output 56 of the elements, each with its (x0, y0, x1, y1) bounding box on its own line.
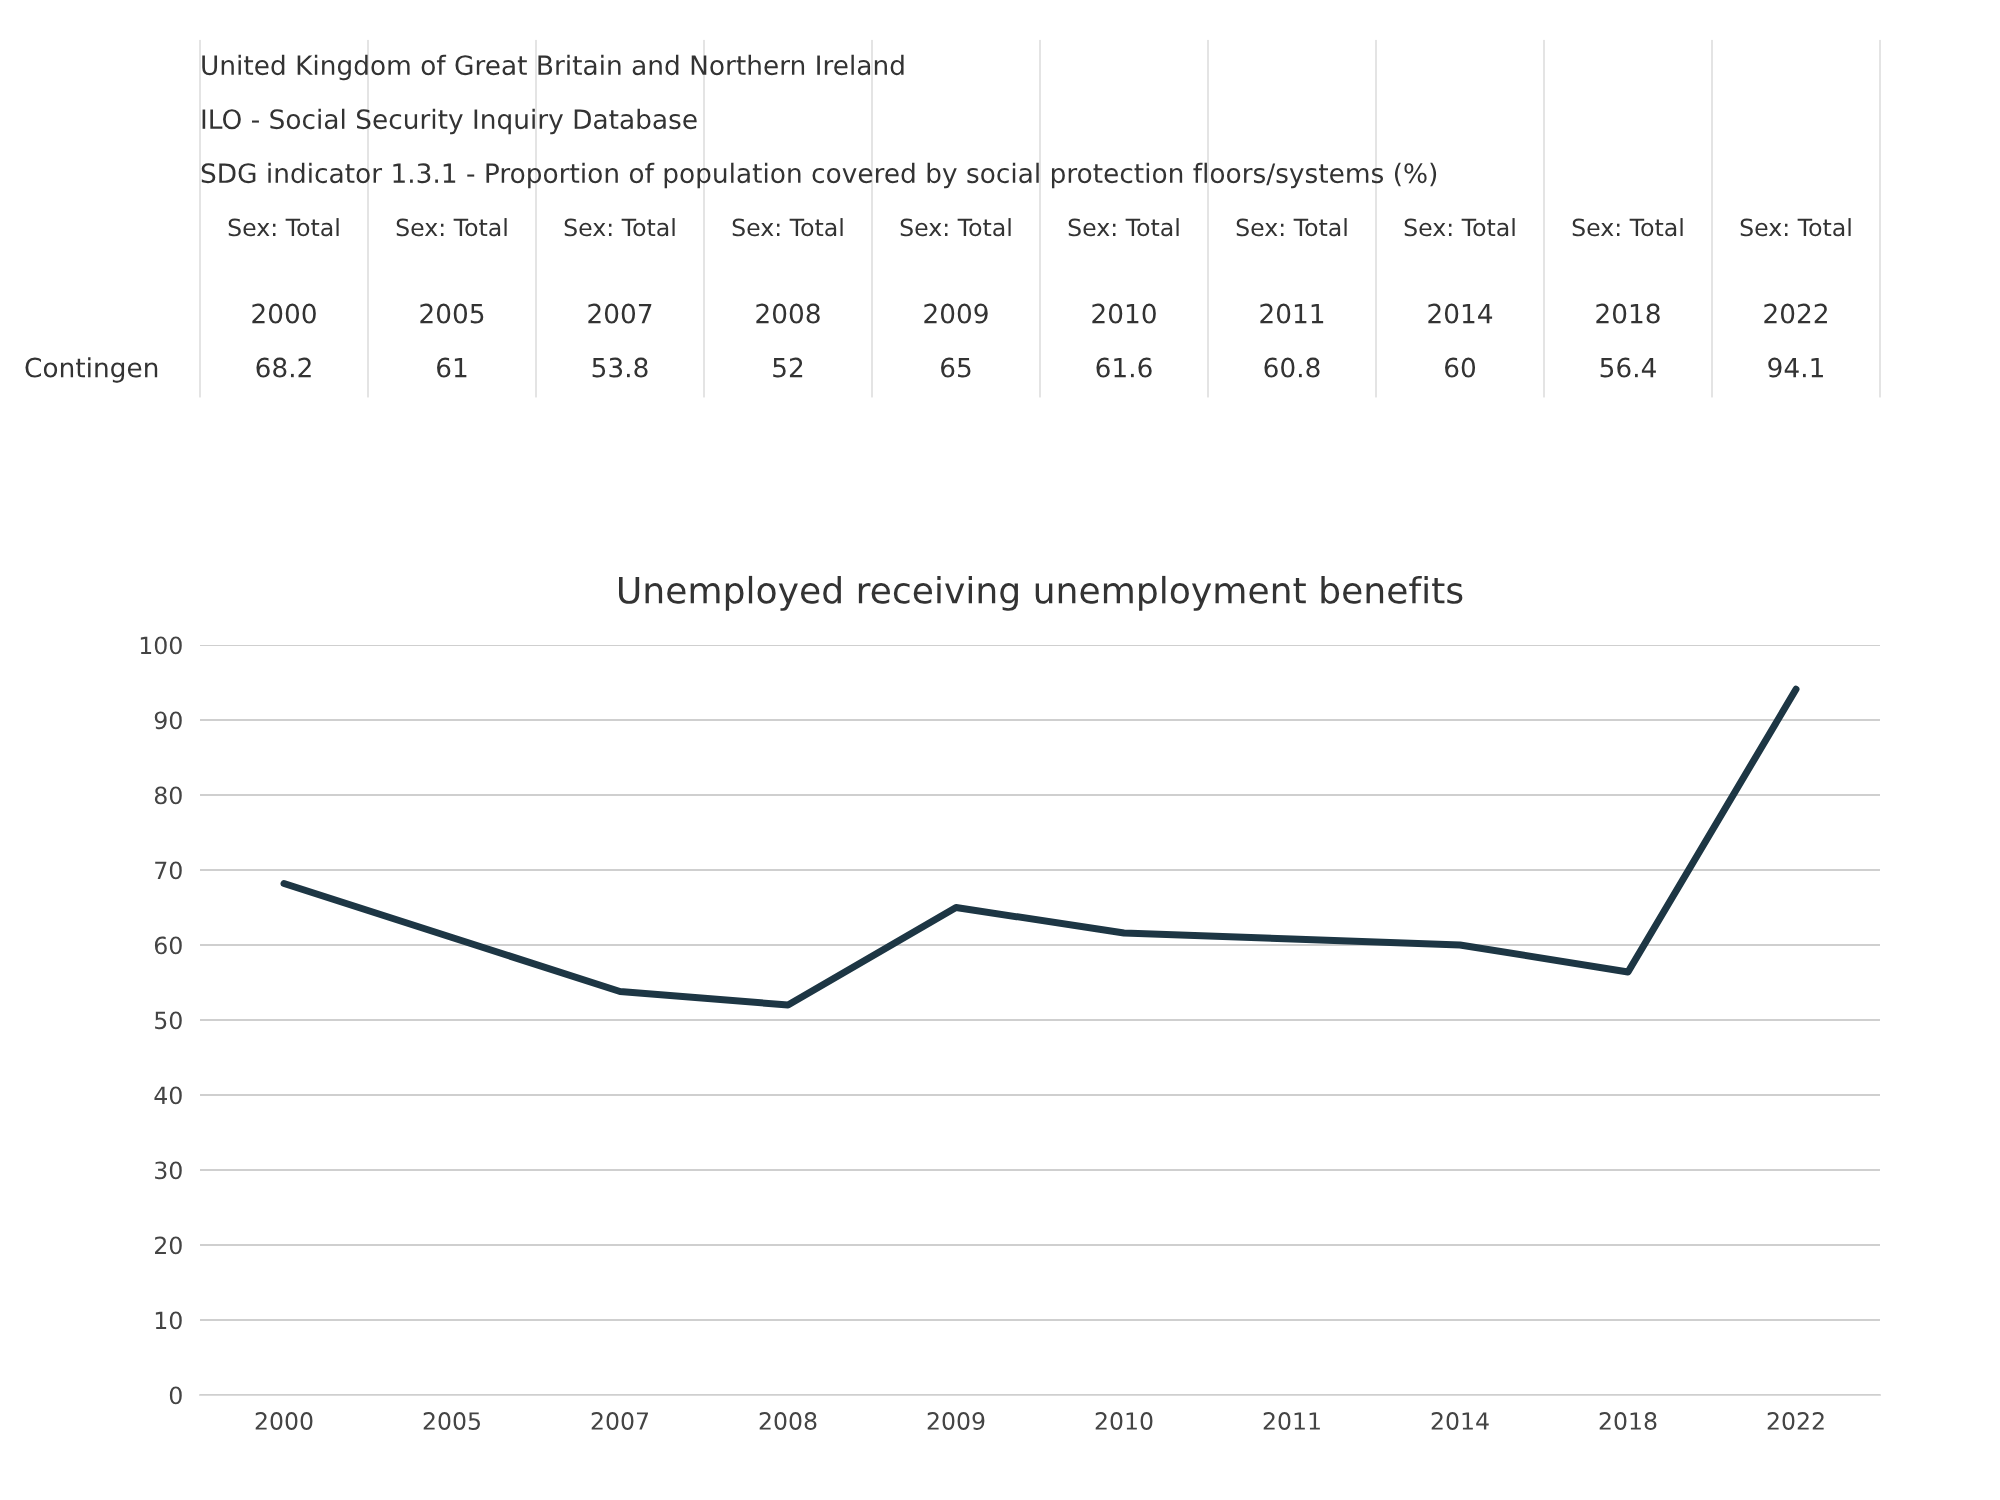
data-label: 61 (437, 357, 467, 378)
y-tick-label: 80 (154, 786, 182, 805)
y-tick-label: 40 (154, 1086, 182, 1105)
x-tick-label: 2009 (927, 1412, 985, 1430)
category-label: 2008 (756, 303, 820, 324)
y-tick-label: 60 (154, 936, 182, 955)
x-tick-label: 2000 (255, 1412, 313, 1430)
y-tick-label: 30 (155, 1161, 182, 1180)
text: ILO - Social Security Inquiry Database (202, 108, 697, 135)
y-tick-label: 20 (155, 1236, 182, 1255)
data-label: 60 (1445, 357, 1476, 378)
y-tick-label: 0 (169, 1386, 182, 1405)
x-tick-label: 2018 (1599, 1412, 1657, 1430)
text: Sex: Total (396, 218, 507, 237)
chart-title: Unemployed receiving unemployment benefits (619, 575, 1463, 611)
x-tick-label: 2005 (423, 1412, 480, 1430)
y-tick-label: 90 (154, 711, 182, 730)
text: United Kingdom of Great Britain and Northern Ireland (202, 54, 904, 81)
x-tick-label: 2008 (759, 1412, 817, 1430)
text: Sex: Total (1236, 218, 1347, 237)
y-tick-label: 100 (140, 636, 182, 655)
data-label: 60.8 (1264, 357, 1320, 378)
text: Sex: Total (1572, 218, 1683, 237)
category-label: 2010 (1092, 303, 1156, 324)
x-tick-label: 2010 (1095, 1412, 1153, 1430)
text: Sex: Total (732, 218, 843, 237)
text: Sex: Total (228, 218, 339, 237)
category-label: 2007 (588, 303, 652, 324)
x-tick-label: 2022 (1767, 1412, 1824, 1430)
data-label: 53.8 (592, 357, 648, 378)
y-tick-label: 70 (155, 861, 182, 880)
category-label: 2000 (252, 303, 316, 324)
category-label: 2011 (1260, 303, 1324, 324)
data-label: 65 (941, 357, 971, 378)
data-label: 56.4 (1600, 357, 1656, 378)
x-tick-label: 2014 (1431, 1412, 1489, 1430)
data-label: 52 (773, 357, 803, 378)
data-label: 61.6 (1096, 357, 1152, 378)
category-label: 2022 (1764, 303, 1827, 324)
text: Sex: Total (1740, 218, 1851, 237)
category-label: 2009 (924, 303, 988, 324)
text: Sex: Total (900, 218, 1011, 237)
y-tick-label: 10 (155, 1311, 182, 1330)
data-label: 94.1 (1768, 357, 1823, 378)
category-label: 2018 (1596, 303, 1660, 324)
x-tick-label: 2011 (1263, 1412, 1320, 1430)
data-label: 68.2 (256, 357, 311, 378)
text: Sex: Total (1068, 218, 1179, 237)
category-label: 2005 (420, 303, 484, 324)
x-tick-label: 2007 (591, 1412, 649, 1430)
text: Contingen (25, 357, 158, 383)
text: Sex: Total (564, 218, 675, 237)
text: SDG indicator 1.3.1 - Proportion of population covered by social protection floors/systems (%) (201, 162, 1437, 189)
category-label: 2014 (1428, 303, 1493, 324)
text: Sex: Total (1404, 218, 1515, 237)
y-tick-label: 50 (155, 1011, 182, 1030)
